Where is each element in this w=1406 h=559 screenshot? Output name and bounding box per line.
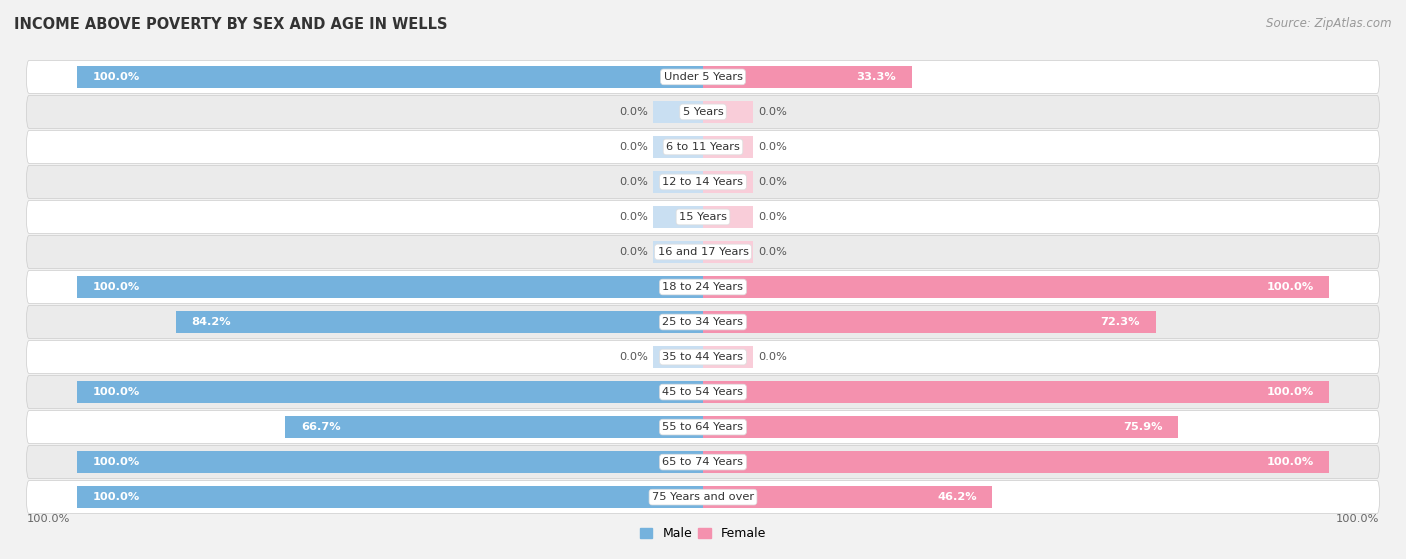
Bar [703,486,993,508]
Text: 46.2%: 46.2% [936,492,977,502]
Bar [703,381,1329,403]
FancyBboxPatch shape [27,130,1379,163]
Bar [77,381,703,403]
Bar [703,276,1329,298]
Text: 18 to 24 Years: 18 to 24 Years [662,282,744,292]
Bar [703,171,754,193]
Bar [176,311,703,333]
FancyBboxPatch shape [27,340,1379,373]
Bar [652,101,703,123]
Text: 35 to 44 Years: 35 to 44 Years [662,352,744,362]
FancyBboxPatch shape [27,96,1379,129]
Text: Under 5 Years: Under 5 Years [664,72,742,82]
Text: 0.0%: 0.0% [619,177,648,187]
FancyBboxPatch shape [27,411,1379,443]
Bar [703,206,754,228]
Text: 55 to 64 Years: 55 to 64 Years [662,422,744,432]
Text: 100.0%: 100.0% [1267,457,1313,467]
Bar [703,66,911,88]
Bar [703,241,754,263]
FancyBboxPatch shape [27,60,1379,93]
Text: 75 Years and over: 75 Years and over [652,492,754,502]
Legend: Male, Female: Male, Female [636,523,770,544]
Bar [652,171,703,193]
Bar [703,416,1178,438]
Text: 25 to 34 Years: 25 to 34 Years [662,317,744,327]
FancyBboxPatch shape [27,271,1379,304]
Bar [652,241,703,263]
FancyBboxPatch shape [27,165,1379,198]
Bar [703,101,754,123]
Text: 45 to 54 Years: 45 to 54 Years [662,387,744,397]
Bar [652,136,703,158]
Text: 65 to 74 Years: 65 to 74 Years [662,457,744,467]
Bar [703,311,1156,333]
Bar [703,451,1329,473]
Bar [652,206,703,228]
Text: 0.0%: 0.0% [758,177,787,187]
Text: 100.0%: 100.0% [93,282,139,292]
FancyBboxPatch shape [27,201,1379,234]
Text: 0.0%: 0.0% [619,247,648,257]
Text: 0.0%: 0.0% [619,212,648,222]
Bar [703,346,754,368]
Text: 0.0%: 0.0% [619,107,648,117]
Bar [652,346,703,368]
Bar [77,486,703,508]
Text: 100.0%: 100.0% [93,387,139,397]
Text: 100.0%: 100.0% [1267,387,1313,397]
Text: 0.0%: 0.0% [619,352,648,362]
Text: 84.2%: 84.2% [191,317,231,327]
Bar [703,136,754,158]
FancyBboxPatch shape [27,376,1379,409]
Bar [285,416,703,438]
Text: 5 Years: 5 Years [683,107,723,117]
FancyBboxPatch shape [27,446,1379,479]
Text: 0.0%: 0.0% [758,212,787,222]
Text: 100.0%: 100.0% [93,492,139,502]
Text: 75.9%: 75.9% [1123,422,1163,432]
Text: 72.3%: 72.3% [1101,317,1140,327]
Text: 0.0%: 0.0% [758,142,787,152]
Bar [77,451,703,473]
Text: 16 and 17 Years: 16 and 17 Years [658,247,748,257]
Text: 0.0%: 0.0% [758,352,787,362]
FancyBboxPatch shape [27,481,1379,514]
Text: 15 Years: 15 Years [679,212,727,222]
Text: INCOME ABOVE POVERTY BY SEX AND AGE IN WELLS: INCOME ABOVE POVERTY BY SEX AND AGE IN W… [14,17,447,32]
Text: 100.0%: 100.0% [93,457,139,467]
Text: 100.0%: 100.0% [27,514,70,524]
Text: 12 to 14 Years: 12 to 14 Years [662,177,744,187]
Text: 33.3%: 33.3% [856,72,896,82]
Bar [77,276,703,298]
FancyBboxPatch shape [27,306,1379,339]
FancyBboxPatch shape [27,235,1379,268]
Text: 0.0%: 0.0% [619,142,648,152]
Bar [77,66,703,88]
Text: Source: ZipAtlas.com: Source: ZipAtlas.com [1267,17,1392,30]
Text: 100.0%: 100.0% [1336,514,1379,524]
Text: 100.0%: 100.0% [93,72,139,82]
Text: 100.0%: 100.0% [1267,282,1313,292]
Text: 66.7%: 66.7% [301,422,340,432]
Text: 6 to 11 Years: 6 to 11 Years [666,142,740,152]
Text: 0.0%: 0.0% [758,107,787,117]
Text: 0.0%: 0.0% [758,247,787,257]
